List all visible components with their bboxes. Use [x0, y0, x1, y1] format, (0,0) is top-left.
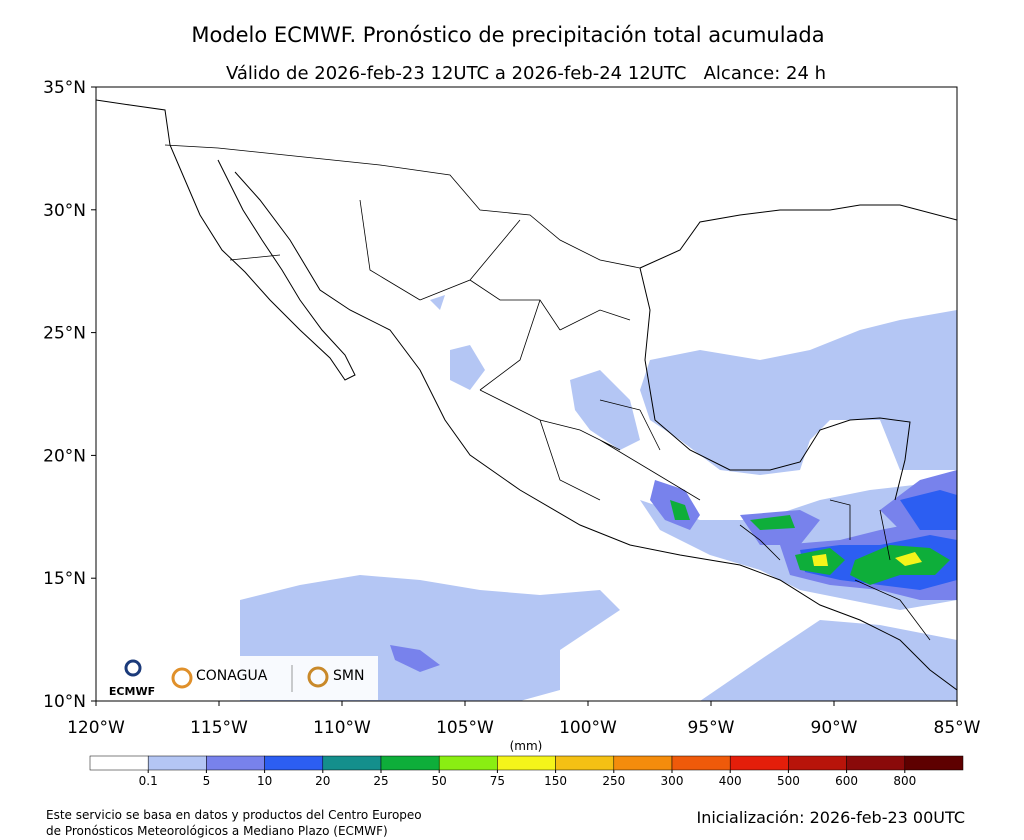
- lat-tick-label: 35°N: [43, 78, 86, 98]
- lon-tick-label: 100°W: [559, 718, 617, 738]
- colorbar-swatch: [846, 755, 906, 771]
- colorbar-swatch: [147, 755, 207, 771]
- logo-background: [100, 656, 378, 700]
- lon-tick-label: 105°W: [436, 718, 494, 738]
- colorbar-swatch: [904, 755, 964, 771]
- lat-tick-label: 10°N: [43, 692, 86, 712]
- colorbar-swatch: [497, 755, 556, 771]
- country-border: [164, 144, 931, 641]
- conagua-icon: [171, 667, 193, 689]
- lat-tick-label: 25°N: [43, 324, 86, 344]
- conagua-logo: CONAGUA: [196, 668, 268, 684]
- colorbar-label: 500: [777, 774, 800, 788]
- lat-tick-label: 20°N: [43, 446, 86, 466]
- lon-tick-label: 120°W: [67, 718, 125, 738]
- colorbar-swatch: [89, 755, 149, 771]
- colorbar-label: 150: [544, 774, 567, 788]
- colorbar-unit: (mm): [510, 739, 543, 753]
- colorbar-swatch: [264, 755, 324, 771]
- colorbar-swatch: [322, 755, 382, 771]
- state-borders: [229, 199, 701, 501]
- ecmwf-icon: [124, 659, 142, 677]
- logo-box: ECMWF CONAGUA SMN: [100, 656, 378, 700]
- colorbar-swatch: [380, 755, 440, 771]
- map-area: [96, 99, 957, 701]
- colorbar-label: 25: [373, 774, 388, 788]
- smn-logo: SMN: [333, 668, 364, 684]
- init-time: Inicialización: 2026-feb-23 00UTC: [696, 808, 965, 827]
- colorbar-label: 75: [490, 774, 505, 788]
- colorbar-label: 10: [257, 774, 272, 788]
- colorbar-swatch: [206, 755, 265, 771]
- colorbar-label: 800: [893, 774, 916, 788]
- colorbar-label: 400: [719, 774, 742, 788]
- lon-tick-label: 110°W: [313, 718, 371, 738]
- source-line: Este servicio se basa en datos y product…: [46, 808, 422, 822]
- lon-tick-label: 90°W: [811, 718, 858, 738]
- source-line: de Pronósticos Meteorológicos a Mediano …: [46, 824, 388, 838]
- lon-tick-label: 85°W: [934, 718, 981, 738]
- subtitle: Válido de 2026-feb-23 12UTC a 2026-feb-2…: [226, 63, 826, 84]
- colorbar-label: 300: [661, 774, 684, 788]
- precip-light: [240, 295, 957, 701]
- lon-tick-label: 95°W: [688, 718, 735, 738]
- colorbar-swatch: [788, 755, 847, 771]
- precip-75: [812, 552, 922, 566]
- colorbar-swatch: [671, 755, 731, 771]
- title: Modelo ECMWF. Pronóstico de precipitació…: [191, 23, 824, 47]
- map-frame: [95, 86, 958, 702]
- colorbar-label: 0.1: [139, 774, 158, 788]
- colorbar-label: 5: [203, 774, 211, 788]
- lon-tick-label: 115°W: [190, 718, 248, 738]
- colorbar-swatch: [613, 755, 673, 771]
- smn-icon: [307, 666, 329, 688]
- colorbar-label: 50: [432, 774, 447, 788]
- colorbar-label: 600: [835, 774, 858, 788]
- colorbar-label: 250: [602, 774, 625, 788]
- colorbar-swatch: [438, 755, 498, 771]
- colorbar-swatch: [555, 755, 615, 771]
- colorbar-swatch: [729, 755, 789, 771]
- lat-tick-label: 30°N: [43, 201, 86, 221]
- lat-tick-label: 15°N: [43, 569, 86, 589]
- colorbar-label: 20: [315, 774, 330, 788]
- coastline: [96, 99, 957, 691]
- ecmwf-logo: ECMWF: [109, 685, 155, 698]
